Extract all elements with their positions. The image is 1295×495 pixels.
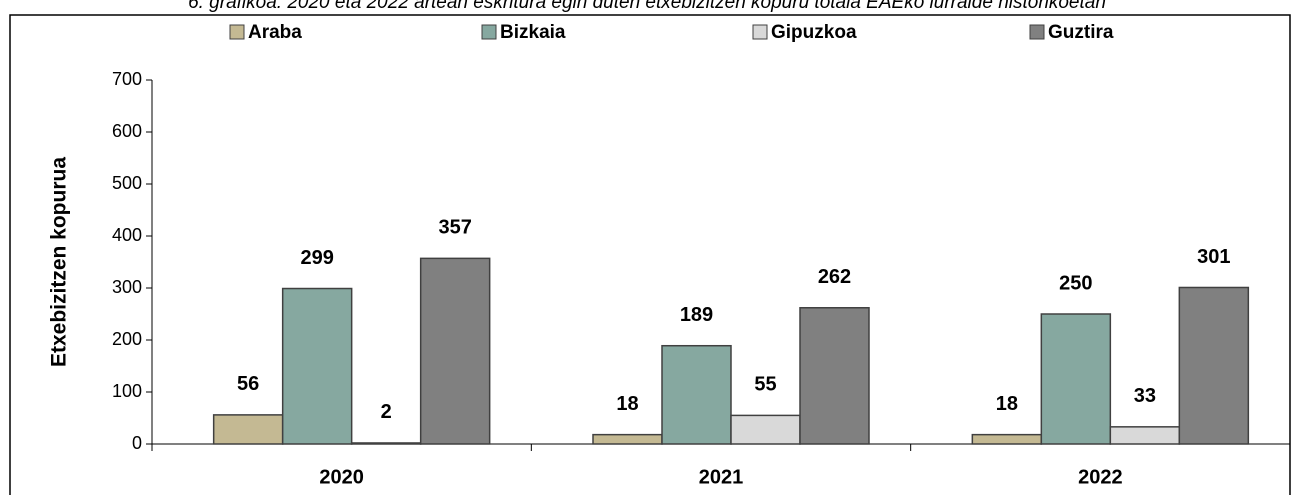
legend-label: Guztira [1048, 22, 1114, 43]
chart-border [9, 14, 1291, 495]
bar [212, 414, 284, 445]
bar [350, 442, 422, 445]
value-label: 299 [300, 247, 333, 269]
bar [799, 307, 870, 445]
value-label: 262 [818, 266, 851, 288]
legend-swatch [229, 24, 245, 40]
x-tick-label: 2021 [699, 466, 744, 488]
value-label: 189 [680, 304, 713, 326]
y-tick-label: 500 [112, 173, 142, 193]
y-tick-label: 200 [112, 329, 142, 349]
y-tick-label: 600 [112, 121, 142, 141]
legend-swatch [1029, 24, 1045, 40]
y-tick-label: 300 [112, 277, 142, 297]
bar [1040, 313, 1112, 445]
value-label: 56 [237, 373, 259, 395]
bar [971, 433, 1043, 445]
bar [592, 433, 663, 445]
y-tick-label: 0 [132, 433, 142, 453]
x-tick-label: 2022 [1078, 466, 1123, 488]
y-tick-label: 700 [112, 69, 142, 89]
value-label: 33 [1134, 385, 1156, 407]
value-label: 18 [996, 393, 1018, 415]
y-tick-label: 100 [112, 381, 142, 401]
legend-label: Gipuzkoa [771, 22, 857, 43]
bar [1178, 286, 1250, 445]
value-label: 2 [381, 401, 392, 423]
bar [419, 257, 491, 445]
chart-title: 6. grafikoa: 2020 eta 2022 artean eskrit… [188, 0, 1106, 13]
value-label: 301 [1197, 246, 1230, 268]
legend-swatch [481, 24, 497, 40]
y-axis-label: Etxebizitzen kopurua [48, 157, 71, 367]
bar [1109, 426, 1181, 445]
value-label: 250 [1059, 272, 1092, 294]
legend-label: Bizkaia [500, 22, 566, 43]
bar [661, 344, 732, 445]
legend-swatch [752, 24, 768, 40]
value-label: 55 [754, 374, 776, 396]
legend-label: Araba [248, 22, 302, 43]
bar [730, 414, 801, 445]
y-tick-label: 400 [112, 225, 142, 245]
value-label: 18 [616, 393, 638, 415]
bar [281, 287, 353, 445]
x-tick-label: 2020 [319, 466, 364, 488]
value-label: 357 [438, 217, 471, 239]
